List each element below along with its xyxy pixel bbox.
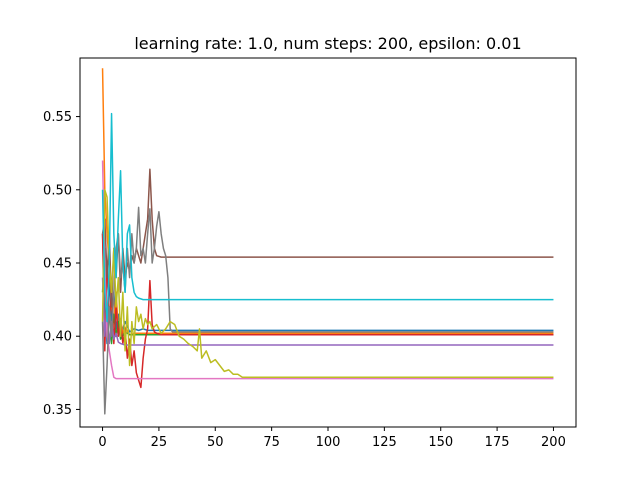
x-tick-label-1: 25 [151, 435, 168, 450]
series-line-7 [101, 206, 554, 415]
chart-title: learning rate: 1.0, num steps: 200, epsi… [134, 34, 521, 53]
series-line-8 [101, 189, 554, 378]
x-tick-label-2: 50 [207, 435, 224, 450]
x-tick-label-8: 200 [541, 435, 566, 450]
x-tick-label-7: 175 [485, 435, 510, 450]
x-tick-label-5: 125 [372, 435, 397, 450]
series-line-9 [101, 112, 554, 323]
y-tick-label-2: 0.45 [43, 257, 72, 272]
series-line-5 [101, 168, 554, 308]
series-line-6 [101, 160, 554, 380]
y-tick-label-4: 0.55 [43, 110, 72, 125]
series-line-1 [101, 68, 554, 336]
series-layer [101, 68, 554, 415]
x-tick-label-0: 0 [98, 435, 106, 450]
y-tick-label-0: 0.35 [43, 403, 72, 418]
x-tick-label-3: 75 [263, 435, 280, 450]
x-tick-label-6: 150 [428, 435, 453, 450]
y-axis: 0.35 0.40 0.45 0.50 0.55 [43, 110, 80, 418]
x-tick-label-4: 100 [316, 435, 341, 450]
x-axis: 0 25 50 75 100 125 150 175 200 [98, 427, 566, 450]
y-tick-label-3: 0.50 [43, 183, 72, 198]
y-tick-label-1: 0.40 [43, 330, 72, 345]
